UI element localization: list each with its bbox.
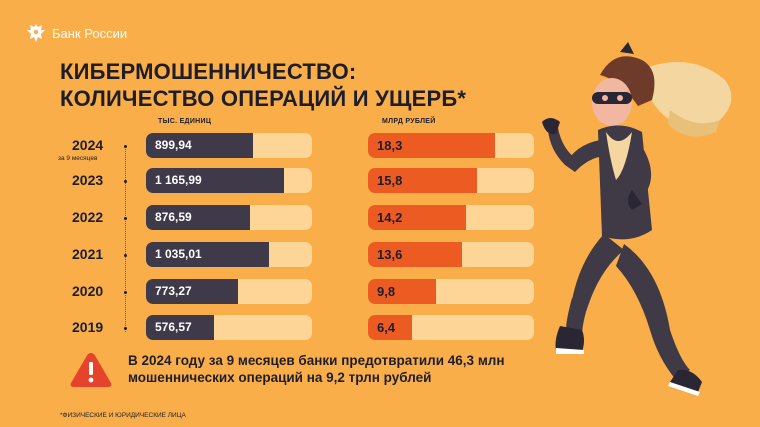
brand-name: Банк России [52,25,128,41]
damage-bar [368,242,462,267]
operations-value-label: 1 035,01 [155,247,202,261]
page-title: КИБЕРМОШЕННИЧЕСТВО: КОЛИЧЕСТВО ОПЕРАЦИЙ … [60,58,466,112]
damage-bar [368,168,477,193]
operations-value-label: 899,94 [155,138,192,152]
operations-value-label: 773,27 [155,284,192,298]
damage-bar [368,205,466,230]
notice-text: В 2024 году за 9 месяцев банки предотвра… [128,352,505,386]
timeline-dot [124,145,127,148]
damage-value-label: 15,8 [377,173,403,188]
operations-bar [146,205,250,230]
damage-bar [368,133,495,158]
year-note: за 9 месяцев [58,155,98,162]
operations-bar-track: 1 035,01 [146,242,312,267]
operations-bar [146,315,214,340]
operations-value-label: 576,57 [155,320,192,334]
damage-column-header: МЛРД РУБЛЕЙ [382,118,436,125]
year-label: 2020 [72,283,104,299]
operations-value-label: 876,59 [155,210,192,224]
timeline-line [125,146,126,332]
operations-bar-track: 876,59 [146,205,312,230]
operations-bar [146,279,238,304]
operations-bar [146,133,253,158]
year-label: 2022 [72,209,104,225]
damage-value-label: 6,4 [377,320,396,335]
logo: Банк России [26,22,127,44]
timeline-dot [124,217,127,220]
notice-line-2: мошеннических операций на 9,2 трлн рубле… [128,370,432,385]
timeline-dot [124,254,127,257]
timeline-dot [124,327,127,330]
damage-bar-track: 13,6 [368,242,534,267]
timeline-dot [124,180,127,183]
damage-bar [368,279,436,304]
operations-bar-track: 576,57 [146,315,312,340]
operations-bar [146,168,284,193]
year-label: 2024 [72,137,104,153]
year-label: 2019 [72,319,104,335]
damage-value-label: 14,2 [377,210,403,225]
notice-banner [68,350,114,390]
operations-bar-track: 1 165,99 [146,168,312,193]
timeline-dot [124,291,127,294]
damage-bar-track: 6,4 [368,315,534,340]
damage-value-label: 9,8 [377,284,396,299]
notice-line-1: В 2024 году за 9 месяцев банки предотвра… [128,353,505,368]
damage-bar-track: 18,3 [368,133,534,158]
eagle-emblem-icon [27,24,45,42]
title-line-1: КИБЕРМОШЕННИЧЕСТВО: [60,59,357,84]
damage-bar-track: 14,2 [368,205,534,230]
damage-bar-track: 15,8 [368,168,534,193]
year-label: 2023 [72,172,104,188]
operations-bar-track: 773,27 [146,279,312,304]
warning-icon [70,353,112,387]
title-line-2: КОЛИЧЕСТВО ОПЕРАЦИЙ И УЩЕРБ* [60,86,467,111]
thief-illustration [542,42,732,396]
operations-bar [146,242,269,267]
operations-bar-track: 899,94 [146,133,312,158]
operations-value-label: 1 165,99 [155,173,202,187]
year-label: 2021 [72,246,104,262]
damage-value-label: 18,3 [377,138,403,153]
operations-column-header: ТЫС. ЕДИНИЦ [158,118,212,125]
footnote: *ФИЗИЧЕСКИЕ И ЮРИДИЧЕСКИЕ ЛИЦА [60,412,186,419]
damage-bar [368,315,412,340]
damage-value-label: 13,6 [377,247,403,262]
damage-bar-track: 9,8 [368,279,534,304]
